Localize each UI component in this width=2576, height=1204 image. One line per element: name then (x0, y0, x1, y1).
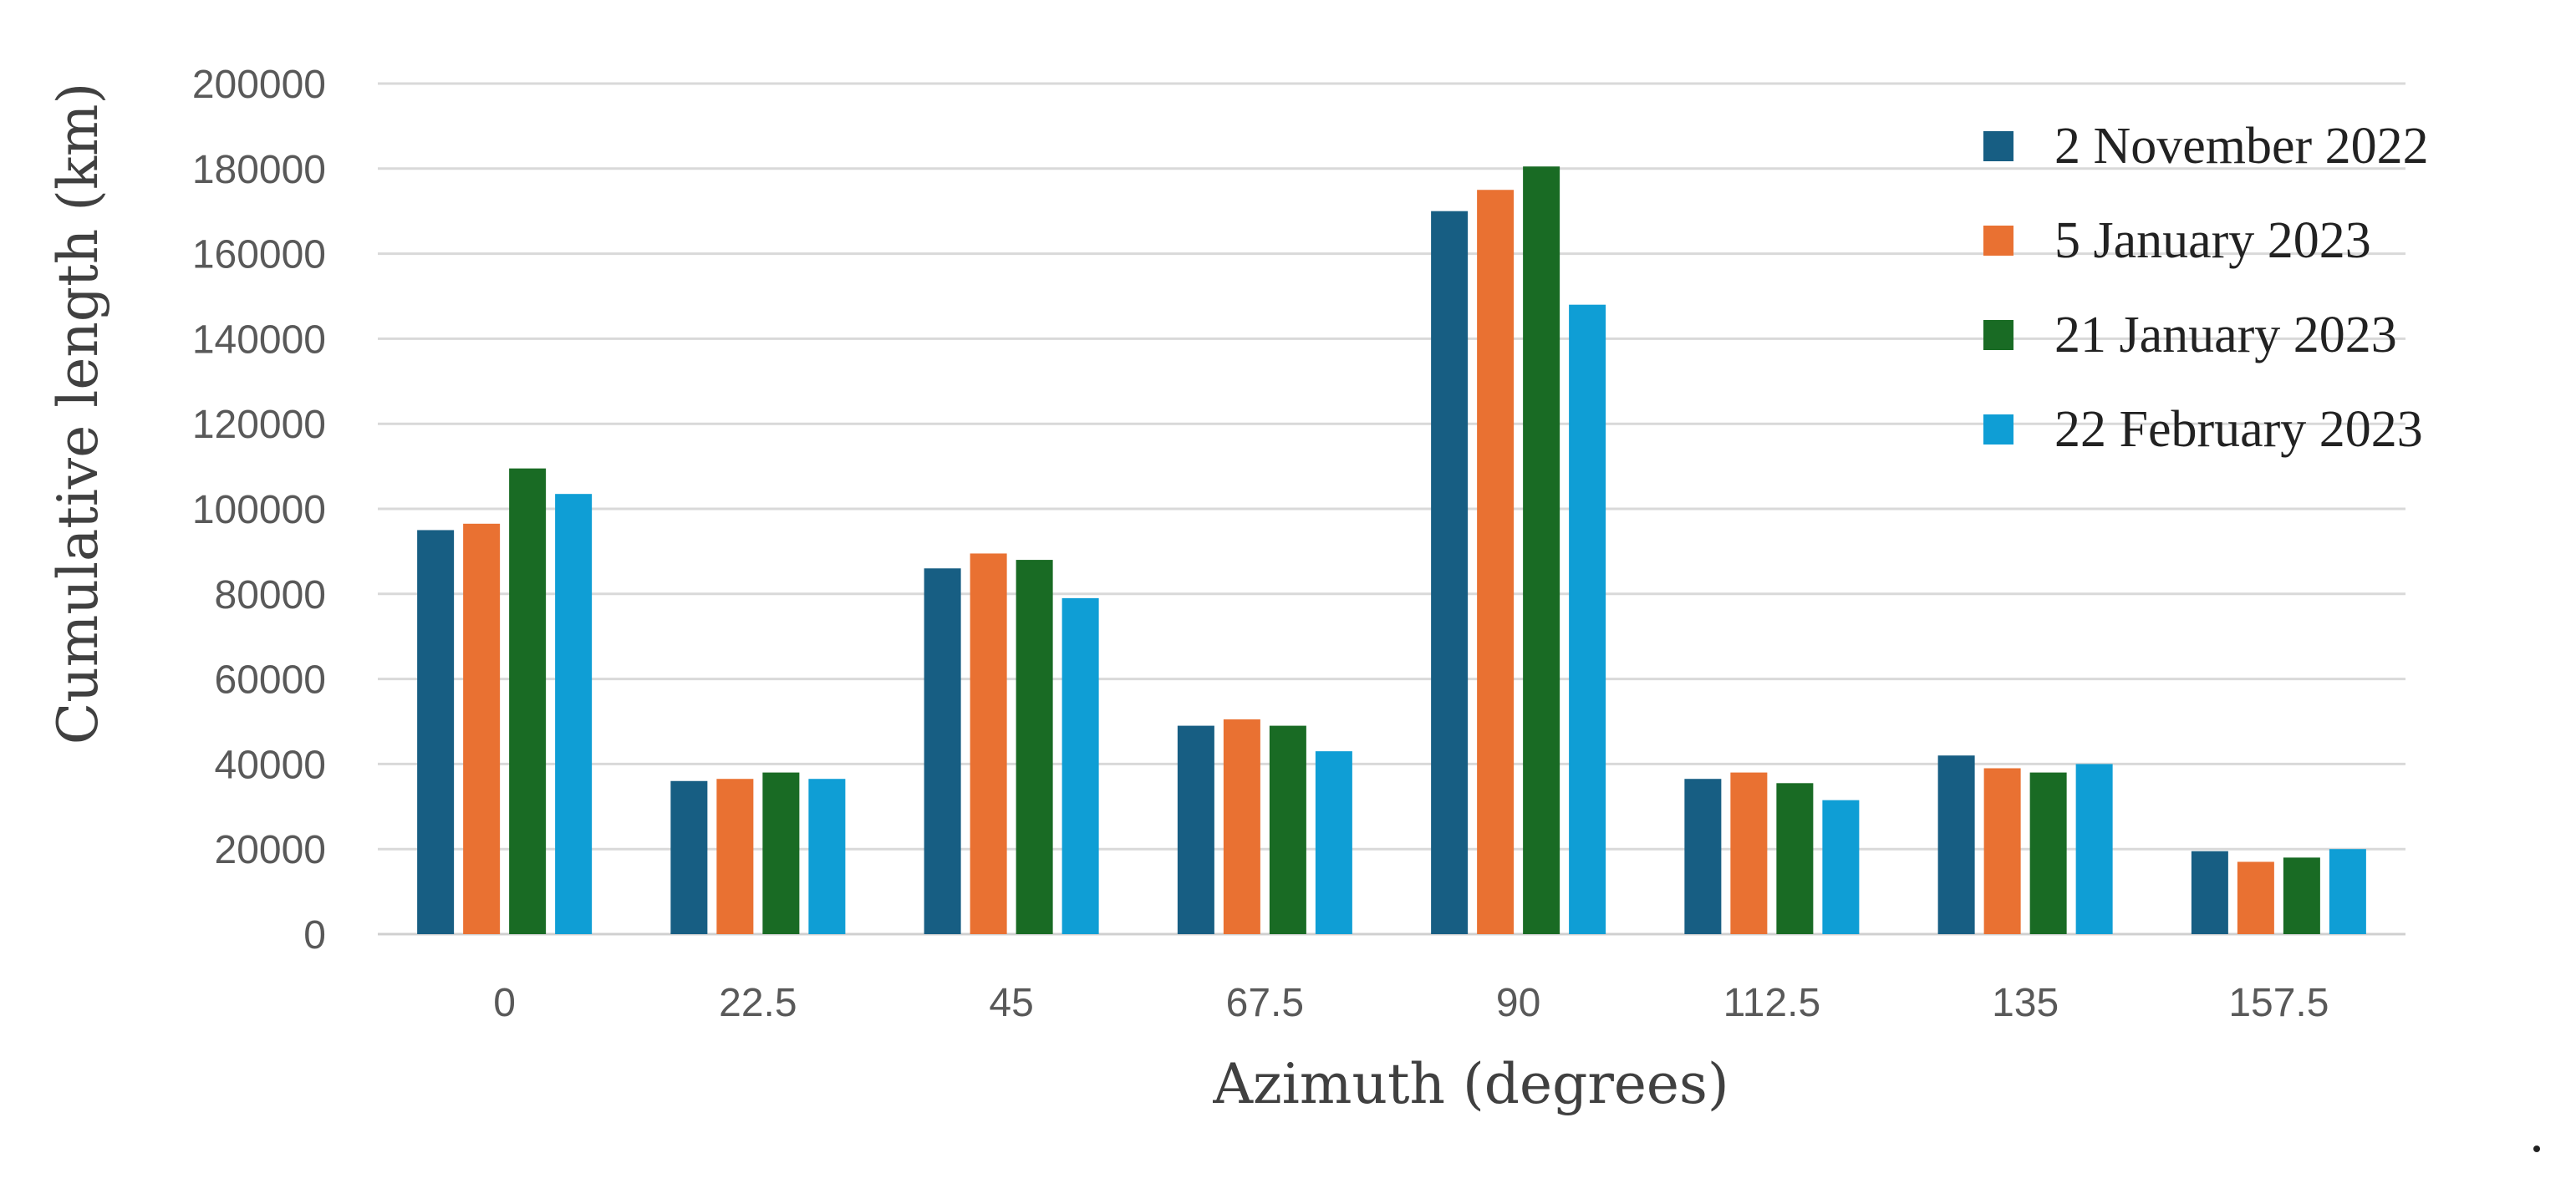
y-tick-label: 0 (303, 913, 326, 958)
bar (2329, 849, 2366, 934)
x-tick-label: 0 (493, 981, 516, 1025)
y-tick-label: 40000 (215, 743, 326, 787)
bar (1016, 560, 1053, 934)
x-tick-label: 157.5 (2228, 981, 2329, 1025)
bar (1937, 755, 1975, 934)
bar (1431, 211, 1469, 934)
y-tick-label: 140000 (192, 318, 326, 362)
legend-swatch (1983, 131, 2013, 161)
y-tick-label: 120000 (192, 403, 326, 447)
bar (417, 530, 455, 934)
x-tick-label: 45 (989, 981, 1033, 1025)
bar (1684, 779, 1722, 934)
bar (924, 568, 961, 934)
legend-label: 21 January 2023 (2054, 307, 2397, 363)
y-tick-label: 60000 (215, 658, 326, 703)
legend-swatch (1983, 226, 2013, 256)
y-tick-label: 160000 (192, 233, 326, 277)
legend-label: 2 November 2022 (2054, 118, 2429, 175)
bar (808, 779, 846, 934)
bar (970, 553, 1007, 934)
bar (509, 468, 547, 934)
bar (1269, 725, 1306, 934)
bar (1477, 190, 1515, 934)
bar (670, 780, 708, 934)
x-axis-ticks: 0 22.5 45 67.5 90 112.5 135 157.5 (493, 981, 2329, 1025)
bar (1983, 768, 2021, 934)
legend-label: 22 February 2023 (2054, 401, 2423, 458)
bar (1569, 304, 1606, 934)
bar (1822, 800, 1860, 934)
gridlines (378, 82, 2405, 936)
x-axis-title: Azimuth (degrees) (1212, 1052, 1728, 1116)
bar (1061, 597, 1099, 934)
bar (2029, 772, 2067, 934)
bars (417, 166, 2366, 934)
legend-swatch (1983, 414, 2013, 445)
x-tick-label: 67.5 (1226, 981, 1304, 1025)
bar (762, 772, 800, 934)
bar (2237, 861, 2274, 934)
y-axis-ticks: 0 20000 40000 60000 80000 100000 120000 140000 1… (192, 63, 326, 958)
y-tick-label: 200000 (192, 63, 326, 107)
bar (1730, 772, 1768, 934)
x-tick-label: 112.5 (1723, 981, 1821, 1025)
trailing-dot (2533, 1146, 2540, 1152)
legend-swatch (1983, 320, 2013, 350)
bar (1776, 783, 1814, 934)
bar (1177, 725, 1214, 934)
legend: 2 November 2022 5 January 2023 21 January … (1983, 118, 2429, 458)
bar (716, 779, 754, 934)
bar (1223, 719, 1260, 934)
bar (2075, 764, 2113, 934)
x-tick-label: 135 (1992, 981, 2059, 1025)
x-tick-label: 22.5 (719, 981, 797, 1025)
legend-label: 5 January 2023 (2054, 212, 2371, 269)
y-axis-title: Cumulative length (km) (46, 83, 110, 745)
bar (2191, 851, 2228, 934)
y-tick-label: 80000 (215, 573, 326, 617)
y-tick-label: 100000 (192, 488, 326, 532)
x-tick-label: 90 (1496, 981, 1540, 1025)
bar (1523, 166, 1560, 934)
bar (463, 523, 501, 934)
y-tick-label: 180000 (192, 148, 326, 192)
bar (2283, 857, 2320, 934)
bar (555, 494, 593, 934)
bar (1315, 751, 1352, 934)
y-tick-label: 20000 (215, 828, 326, 872)
